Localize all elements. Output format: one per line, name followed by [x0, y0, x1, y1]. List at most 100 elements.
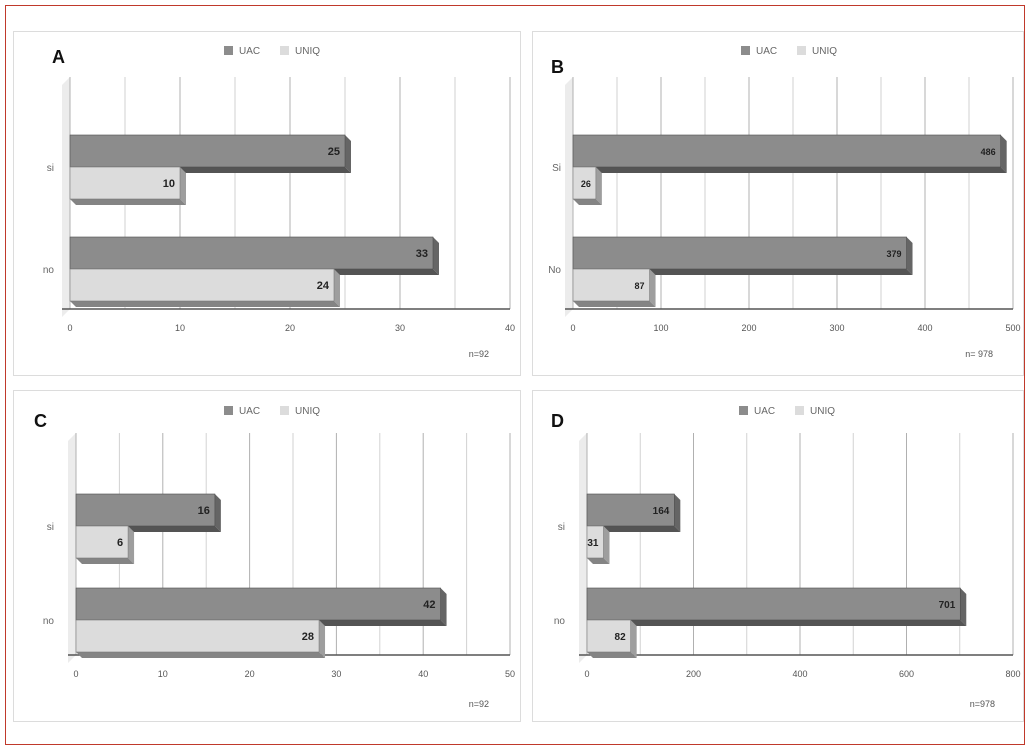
- bar-bottom: [587, 526, 681, 532]
- chart-panel-d: D UAC UNIQ 0 200 400 600 800 si 164 31 no 701 82 n=978: [532, 390, 1024, 722]
- x-tick-label: 10: [158, 669, 168, 679]
- bar-side: [649, 269, 656, 307]
- bar-value-label: 31: [587, 538, 599, 549]
- bar-uniq: [572, 166, 597, 200]
- legend-label: UAC: [239, 406, 260, 417]
- chart-wall: [62, 77, 70, 317]
- legend-swatch: [741, 46, 750, 55]
- category-label: Si: [552, 163, 561, 174]
- bar-side: [960, 588, 967, 626]
- x-tick-label: 0: [73, 669, 78, 679]
- bar-uac: [75, 587, 441, 621]
- sample-size-note: n=92: [469, 349, 489, 359]
- bar-bottom: [587, 652, 637, 658]
- legend-label: UNIQ: [810, 406, 835, 417]
- bar-uac: [586, 587, 961, 621]
- legend-label: UNIQ: [295, 46, 320, 57]
- x-tick-label: 100: [653, 323, 668, 333]
- x-tick-label: 20: [285, 323, 295, 333]
- bar-side: [345, 135, 351, 173]
- x-tick-label: 30: [331, 669, 341, 679]
- sample-size-note: n= 978: [965, 349, 993, 359]
- x-tick-label: 200: [741, 323, 756, 333]
- bar-side: [440, 588, 447, 626]
- chart-svg-b: B UAC UNIQ 0 100 200 300 400 500 Si 486 26 No 379 87 n=…: [548, 46, 1021, 359]
- bar-uniq: [75, 619, 320, 653]
- x-tick-label: 0: [570, 323, 575, 333]
- bar-side: [595, 167, 602, 205]
- legend-swatch: [739, 406, 748, 415]
- x-tick-label: 40: [505, 323, 515, 333]
- chart-panel-a: A UAC UNIQ 0 10 20 30 40 si 25 10 no 33 24 n=92: [13, 31, 521, 376]
- panel-letter: D: [551, 411, 564, 431]
- x-tick-label: 800: [1005, 669, 1020, 679]
- legend-swatch: [224, 406, 233, 415]
- bar-side: [630, 620, 637, 658]
- chart-svg-d: D UAC UNIQ 0 200 400 600 800 si 164 31 no 701 82 n=978: [551, 406, 1021, 709]
- chart-wall: [565, 77, 573, 317]
- bar-side: [906, 237, 913, 275]
- bar-uac: [586, 493, 675, 527]
- legend-label: UAC: [239, 46, 260, 57]
- x-tick-label: 500: [1005, 323, 1020, 333]
- bar-value-label: 25: [328, 146, 340, 158]
- bar-uac: [572, 134, 1001, 168]
- bar-uniq: [69, 268, 335, 302]
- sample-size-note: n=92: [469, 699, 489, 709]
- panel-letter: B: [551, 57, 564, 77]
- legend-swatch: [224, 46, 233, 55]
- bar-uniq: [586, 525, 604, 559]
- bar-bottom: [70, 199, 186, 205]
- bar-bottom: [573, 199, 602, 205]
- bar-side: [214, 494, 221, 532]
- chart-panel-b: B UAC UNIQ 0 100 200 300 400 500 Si 486 26 No 379 87 n=…: [532, 31, 1024, 376]
- bar-side: [128, 526, 135, 564]
- bar-value-label: 701: [939, 600, 956, 611]
- chart-wall: [579, 433, 587, 663]
- x-tick-label: 300: [829, 323, 844, 333]
- x-tick-label: 50: [505, 669, 515, 679]
- x-tick-label: 200: [686, 669, 701, 679]
- bar-uniq: [75, 525, 129, 559]
- bar-side: [180, 167, 186, 205]
- panel-letter: C: [34, 411, 47, 431]
- bar-bottom: [587, 558, 610, 564]
- legend-swatch: [797, 46, 806, 55]
- legend-swatch: [280, 46, 289, 55]
- legend-label: UAC: [754, 406, 775, 417]
- bar-bottom: [70, 301, 340, 307]
- chart-svg-a: A UAC UNIQ 0 10 20 30 40 si 25 10 no 33 24 n=92: [43, 46, 515, 359]
- legend-label: UNIQ: [812, 46, 837, 57]
- bar-side: [603, 526, 610, 564]
- bar-uac: [69, 236, 434, 270]
- bar-value-label: 6: [117, 537, 123, 549]
- bar-value-label: 10: [163, 178, 175, 190]
- bar-bottom: [573, 269, 913, 275]
- legend-label: UNIQ: [295, 406, 320, 417]
- panel-letter: A: [52, 47, 65, 67]
- chart-svg-c: C UAC UNIQ 0 10 20 30 40 50 si 16 6 no 42 28 n=92: [34, 406, 515, 709]
- category-label: no: [43, 616, 55, 627]
- bar-value-label: 379: [886, 249, 901, 259]
- bar-value-label: 164: [653, 506, 670, 517]
- category-label: si: [47, 522, 54, 533]
- legend-swatch: [280, 406, 289, 415]
- bar-side: [1000, 135, 1007, 173]
- sample-size-note: n=978: [970, 699, 995, 709]
- x-tick-label: 20: [245, 669, 255, 679]
- bar-uniq: [69, 166, 181, 200]
- bar-bottom: [587, 620, 967, 626]
- x-tick-label: 0: [67, 323, 72, 333]
- x-tick-label: 10: [175, 323, 185, 333]
- bar-side: [319, 620, 326, 658]
- bar-bottom: [573, 167, 1007, 173]
- x-tick-label: 600: [899, 669, 914, 679]
- bar-side: [433, 237, 439, 275]
- bar-bottom: [76, 652, 326, 658]
- legend-swatch: [795, 406, 804, 415]
- bar-uniq: [572, 268, 650, 302]
- bar-value-label: 26: [581, 179, 591, 189]
- bar-uac: [572, 236, 907, 270]
- bar-uac: [75, 493, 216, 527]
- bar-bottom: [573, 301, 656, 307]
